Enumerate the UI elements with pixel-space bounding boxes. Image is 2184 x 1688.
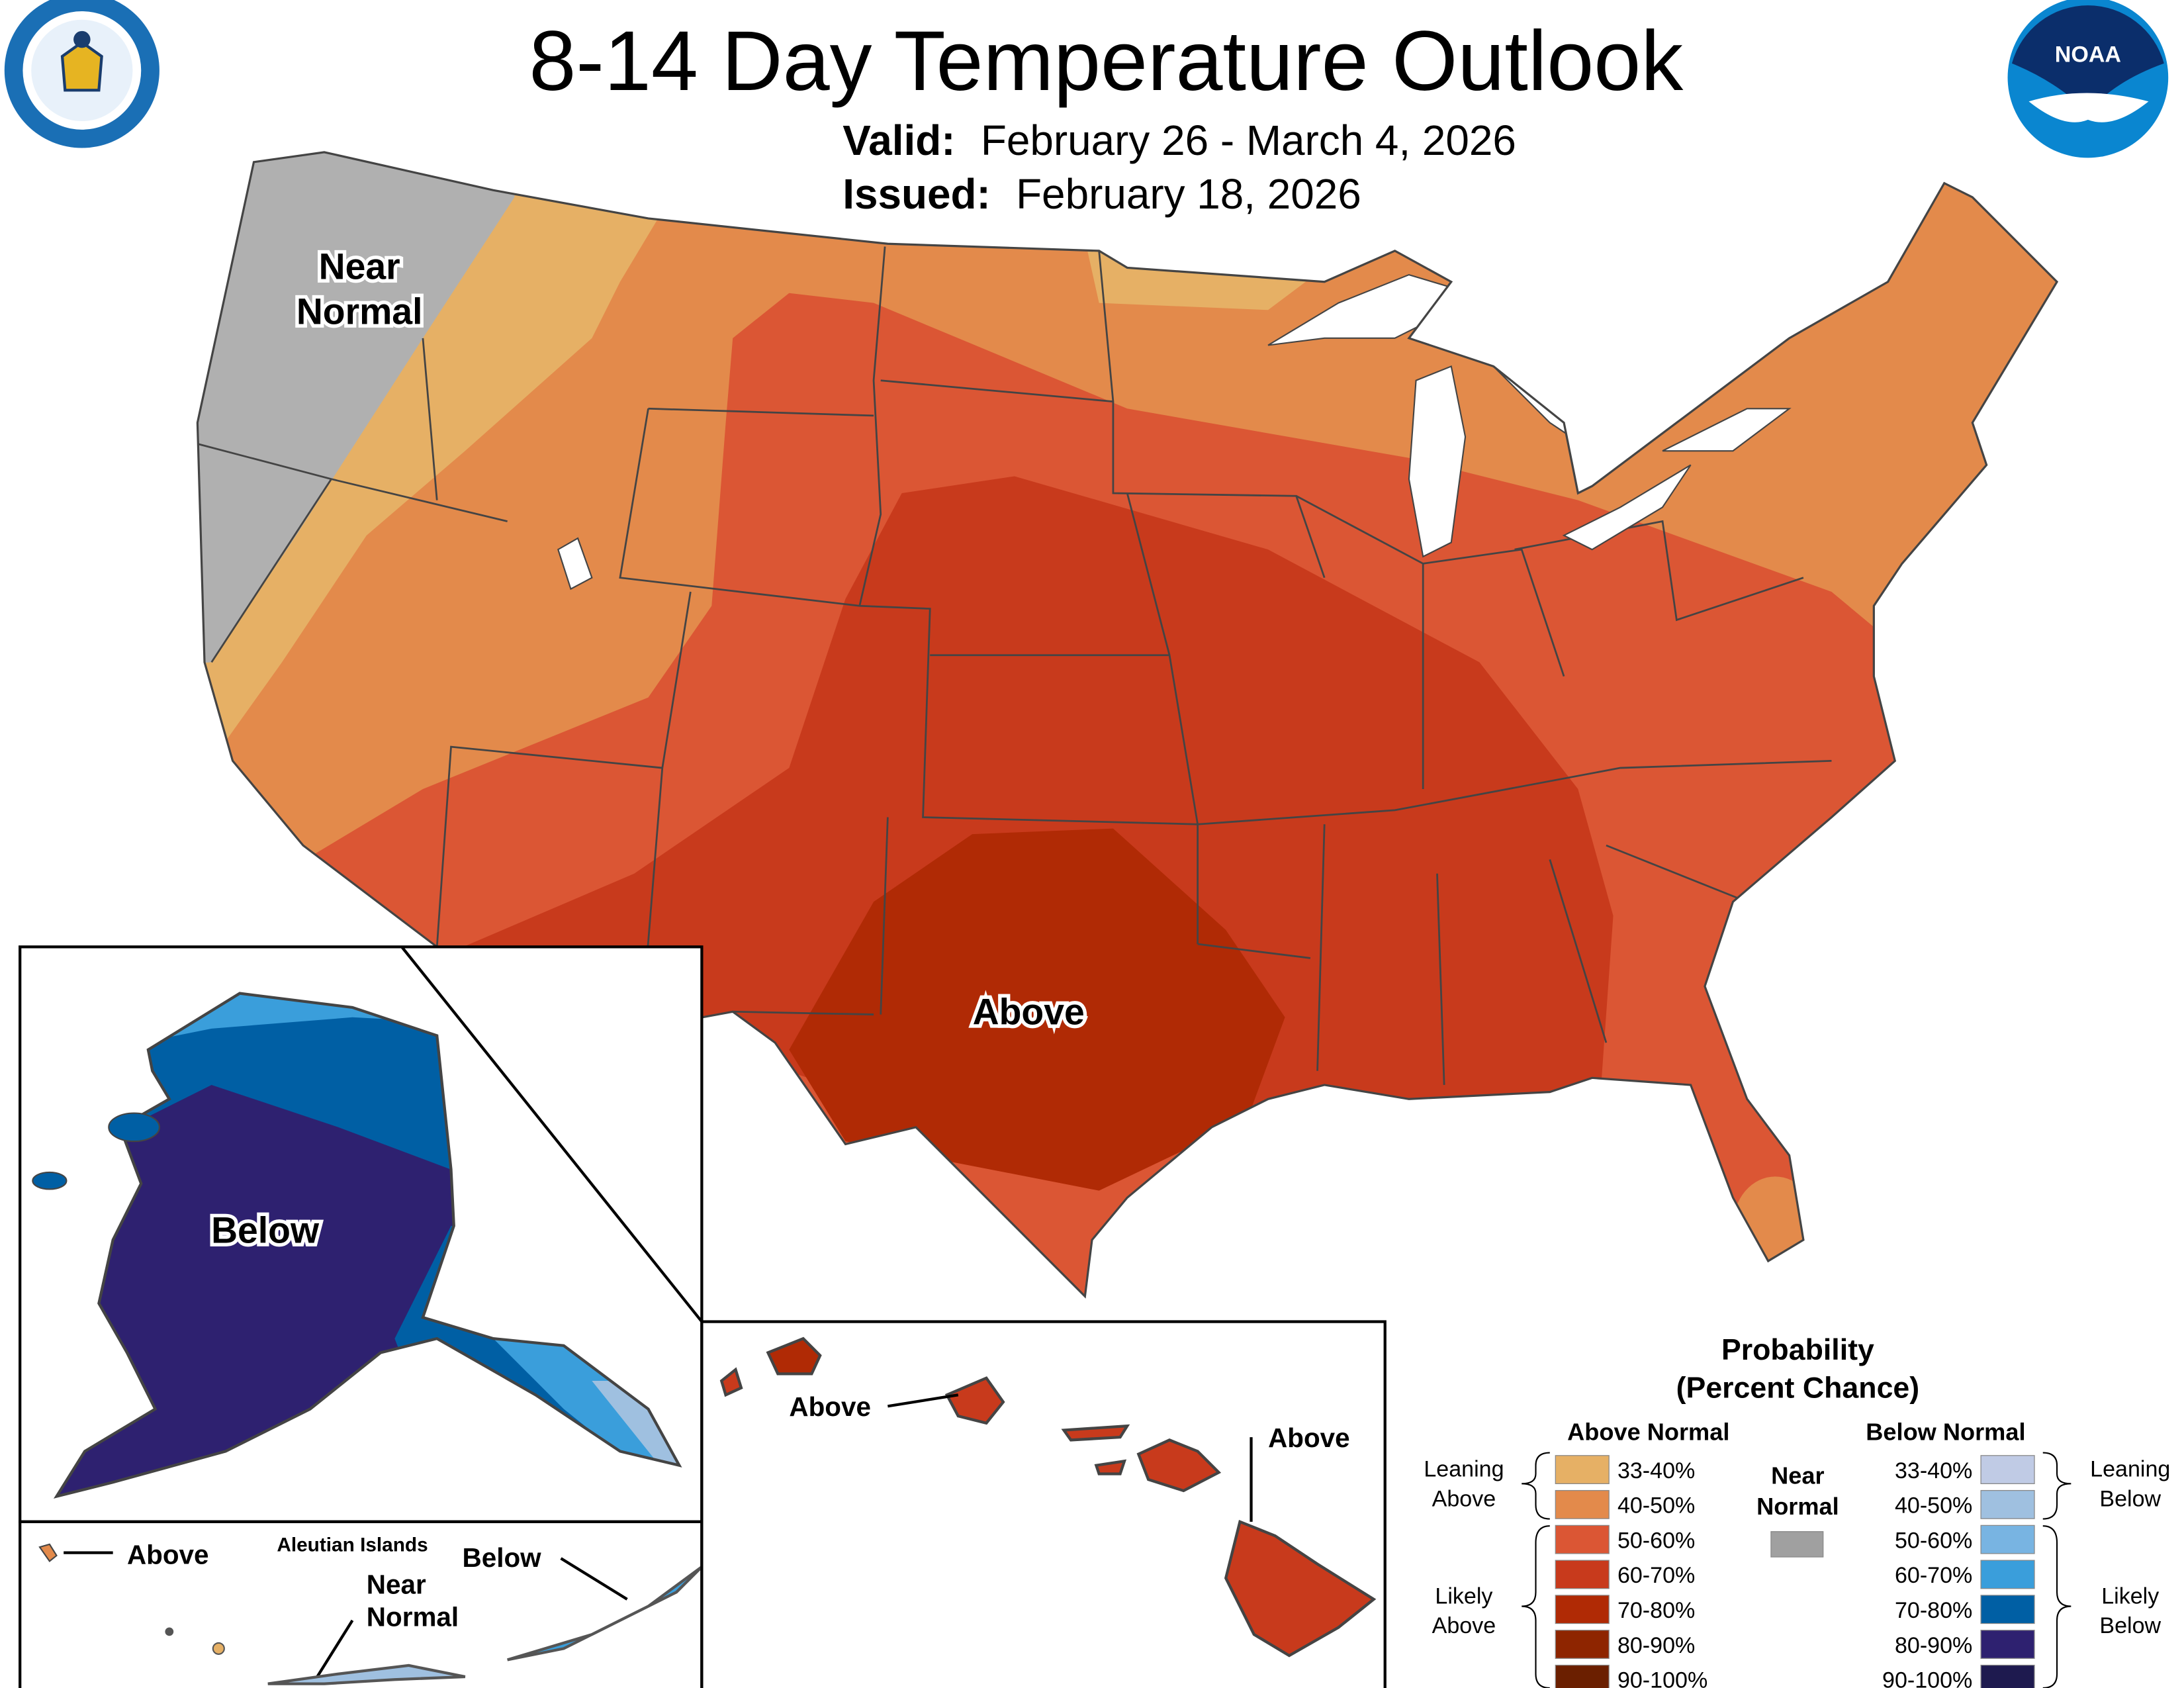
legend-title-line1: Probability [1721, 1334, 1874, 1366]
legend-likely-above-line1: Likely [1435, 1583, 1492, 1609]
state-boundaries [197, 246, 1832, 1086]
label-aleutian-near-line1: Near [367, 1569, 426, 1599]
legend-label-below-2: 50-60% [1895, 1528, 1972, 1553]
label-near-normal-line2: Normal [296, 291, 423, 332]
legend-swatch-below-6 [1980, 1664, 2035, 1688]
legend-swatch-above-0 [1555, 1455, 1610, 1484]
issued-line: Issued: February 18, 2026 [842, 170, 1361, 218]
legend-label-below-3: 60-70% [1895, 1563, 1972, 1588]
legend-label-above-0: 33-40% [1617, 1458, 1695, 1483]
region-likely-above-70-80 [789, 828, 1285, 1191]
legend-leaning-above-line2: Above [1432, 1486, 1496, 1511]
map-title: 8-14 Day Temperature Outlook [529, 14, 1684, 109]
legend-swatch-below-4 [1980, 1595, 2035, 1624]
legend-label-below-1: 40-50% [1895, 1493, 1972, 1519]
legend-label-above-6: 90-100% [1617, 1668, 1707, 1688]
legend-likely-below-line2: Below [2099, 1613, 2161, 1638]
issued-value: February 18, 2026 [1016, 170, 1361, 218]
region-florida-40-50 [1733, 1176, 1818, 1276]
legend-near-normal-line1: Near [1771, 1462, 1824, 1489]
legend-likely-below-line1: Likely [2101, 1583, 2159, 1609]
legend: Probability (Percent Chance) Above Norma… [1424, 1334, 2170, 1688]
legend-label-below-6: 90-100% [1882, 1668, 1972, 1688]
legend-leaning-below-line1: Leaning [2090, 1457, 2170, 1482]
valid-label: Valid: [842, 117, 955, 164]
legend-label-above-1: 40-50% [1617, 1493, 1695, 1519]
legend-title-line2: (Percent Chance) [1676, 1372, 1920, 1405]
label-hawaii-above-west: Above [789, 1391, 871, 1422]
legend-swatch-above-6 [1555, 1664, 1610, 1688]
hawaii-inset: Above Above [700, 1320, 1387, 1688]
legend-brackets [1522, 1452, 2071, 1688]
legend-near-normal-swatch [1770, 1531, 1824, 1558]
region-likely-above-60-70 [437, 476, 1614, 1121]
legend-swatch-above-3 [1555, 1560, 1610, 1589]
issued-label: Issued: [842, 170, 991, 218]
label-alaska-below: Below [211, 1209, 320, 1250]
label-aleutian-near-line2: Normal [367, 1601, 459, 1632]
noaa-logo-icon: NOAA [2007, 0, 2169, 158]
label-conus-above: Above [973, 991, 1085, 1032]
label-aleutian-above: Above [127, 1540, 209, 1570]
svg-text:NOAA: NOAA [2055, 42, 2121, 68]
legend-swatch-above-4 [1555, 1595, 1610, 1624]
legend-label-below-5: 80-90% [1895, 1633, 1972, 1658]
alaska-inset: Below [19, 945, 704, 1523]
legend-swatch-below-0 [1980, 1455, 2035, 1484]
legend-below-header: Below Normal [1866, 1418, 2025, 1445]
label-aleutian-title: Aleutian Islands [277, 1534, 428, 1556]
valid-line: Valid: February 26 - March 4, 2026 [842, 117, 1516, 164]
legend-swatch-below-2 [1980, 1524, 2035, 1554]
legend-label-above-4: 70-80% [1617, 1598, 1695, 1623]
valid-value: February 26 - March 4, 2026 [981, 117, 1516, 164]
legend-label-above-2: 50-60% [1617, 1528, 1695, 1553]
conus-outline [196, 151, 2059, 1299]
label-near-normal-line1: Near [319, 246, 400, 287]
legend-near-normal-line2: Normal [1756, 1493, 1839, 1520]
label-aleutian-below: Below [463, 1542, 542, 1573]
legend-swatch-above-2 [1555, 1524, 1610, 1554]
legend-swatch-below-5 [1980, 1630, 2035, 1659]
legend-label-above-3: 60-70% [1617, 1563, 1695, 1588]
legend-swatch-below-3 [1980, 1560, 2035, 1589]
legend-leaning-above-line1: Leaning [1424, 1457, 1504, 1482]
legend-label-below-0: 33-40% [1895, 1458, 1972, 1483]
legend-label-below-4: 70-80% [1895, 1598, 1972, 1623]
legend-rows: 33-40% 40-50% 50-60% 60-70% 70-80% 80-90% 90-1… [1555, 1455, 2035, 1688]
label-hawaii-above-east: Above [1268, 1423, 1350, 1453]
legend-swatch-above-5 [1555, 1630, 1610, 1659]
legend-likely-above-line2: Above [1432, 1613, 1496, 1638]
legend-swatch-below-1 [1980, 1489, 2035, 1519]
legend-above-header: Above Normal [1567, 1418, 1729, 1445]
commerce-seal-icon [4, 0, 159, 148]
legend-swatch-above-1 [1555, 1489, 1610, 1519]
aleutian-inset: Above Aleutian Islands Near Normal Below [19, 1520, 704, 1688]
legend-label-above-5: 80-90% [1617, 1633, 1695, 1658]
legend-leaning-below-line2: Below [2099, 1486, 2161, 1511]
